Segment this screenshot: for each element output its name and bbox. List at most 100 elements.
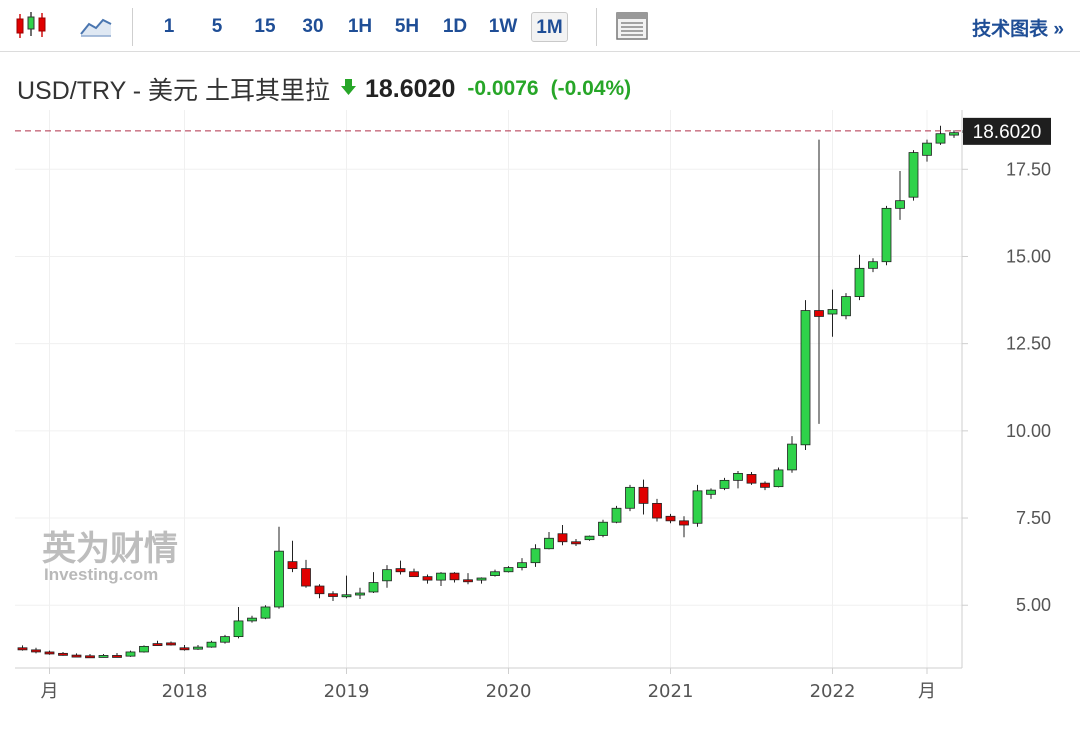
y-tick-label: 12.50 [1006,334,1051,354]
candle-up [382,569,392,582]
candle-up [530,548,541,564]
x-tick-label: 2019 [324,681,370,702]
candle-up [355,592,365,596]
chart-grid [15,110,962,668]
candle-up [827,309,838,315]
candle-up [220,636,230,643]
toolbar-divider [596,8,597,46]
candle-down [665,515,676,522]
quote-header: USD/TRY - 美元 土耳其里拉 18.6020 -0.0076 (-0.0… [17,72,643,106]
candle-up [611,507,622,523]
y-tick-label: 7.50 [1016,508,1051,528]
timeframe-1d[interactable]: 1D [442,16,468,37]
candle-up [503,567,514,573]
candle-down [152,643,163,646]
timeframe-1h[interactable]: 1H [347,16,373,37]
y-tick-label: 15.00 [1006,246,1051,266]
candle-up [733,472,743,481]
candles [17,125,973,659]
candlestick-icon[interactable] [13,10,49,42]
candle-up [935,133,946,144]
candle-down [571,541,581,545]
candle-up [625,486,635,509]
candle-down [314,585,325,595]
candle-up [868,261,878,269]
candle-up [490,571,500,576]
last-price-tag-label: 18.6020 [973,122,1042,143]
candle-up [274,550,284,608]
chart-toolbar: 1 5 15 30 1H 5H 1D 1W 1M 技术图表 » [0,0,1080,52]
timeframe-1m[interactable]: 1M [531,12,568,42]
candle-up [368,582,379,593]
candle-down [44,651,55,655]
candle-up [341,594,352,598]
x-tick-label: 月 [41,681,59,702]
candle-up [854,267,865,297]
candle-up [881,207,892,263]
arrow-down-icon [340,78,357,101]
timeframe-5h[interactable]: 5H [394,16,420,37]
candle-up [719,479,730,489]
toolbar-divider [132,8,133,46]
candlestick-chart[interactable]: 5.00 7.50 10.00 12.50 15.00 17.50 月 2018 2019 202… [0,110,1080,749]
table-icon[interactable] [614,10,650,42]
watermark: 英为财情 Investing.com [42,529,178,584]
candle-down [85,655,95,659]
candle-down [31,649,41,653]
y-tick-label: 10.00 [1006,421,1051,441]
candle-up [908,152,919,198]
y-tick-label: 5.00 [1016,595,1051,615]
candle-down [328,593,338,597]
candle-up [247,617,257,622]
candle-up [773,469,784,488]
candle-up [544,537,554,550]
candle-up [517,562,527,568]
candle-up [125,651,136,657]
candle-up [233,620,244,638]
x-tick-label: 2022 [810,681,856,702]
candle-up [895,200,905,209]
candle-up [436,572,446,581]
candle-down [395,568,406,573]
timeframe-5[interactable]: 5 [211,16,223,37]
candle-down [760,482,770,488]
candle-down [409,571,419,578]
candle-up [193,646,203,650]
technical-chart-link[interactable]: 技术图表 » [972,19,1064,40]
candle-down [814,310,824,317]
candle-down [17,647,28,651]
candle-up [98,655,109,658]
price-change-percent: (-0.04%) [550,77,632,100]
candle-up [922,142,932,156]
candle-up [476,577,487,581]
candle-down [652,502,662,519]
candle-down [301,568,311,587]
candle-down [746,474,757,484]
candle-down [449,572,460,581]
candle-down [112,655,122,658]
candle-down [58,652,68,656]
candle-up [692,490,703,524]
x-tick-label: 2021 [648,681,694,702]
candle-up [584,535,595,541]
line-chart-icon[interactable] [78,10,114,42]
timeframe-1w[interactable]: 1W [488,16,518,37]
candle-up [787,443,797,471]
candle-down [638,486,649,504]
y-tick-label: 17.50 [1006,159,1051,179]
candle-down [71,654,82,658]
timeframe-15[interactable]: 15 [254,16,276,37]
candle-down [287,561,298,570]
timeframe-30[interactable]: 30 [302,16,324,37]
x-tick-label: 月 [918,681,936,702]
chart-axes: 5.00 7.50 10.00 12.50 15.00 17.50 月 2018 2019 202… [15,110,1051,702]
candle-up [260,606,271,619]
pair-title: USD/TRY - 美元 土耳其里拉 [17,77,330,105]
candle-up [706,489,716,495]
candle-up [139,645,149,653]
candle-up [598,521,608,536]
candle-up [841,296,851,317]
last-price-tag [963,117,1051,145]
candle-down [463,579,473,583]
timeframe-1[interactable]: 1 [163,16,175,37]
